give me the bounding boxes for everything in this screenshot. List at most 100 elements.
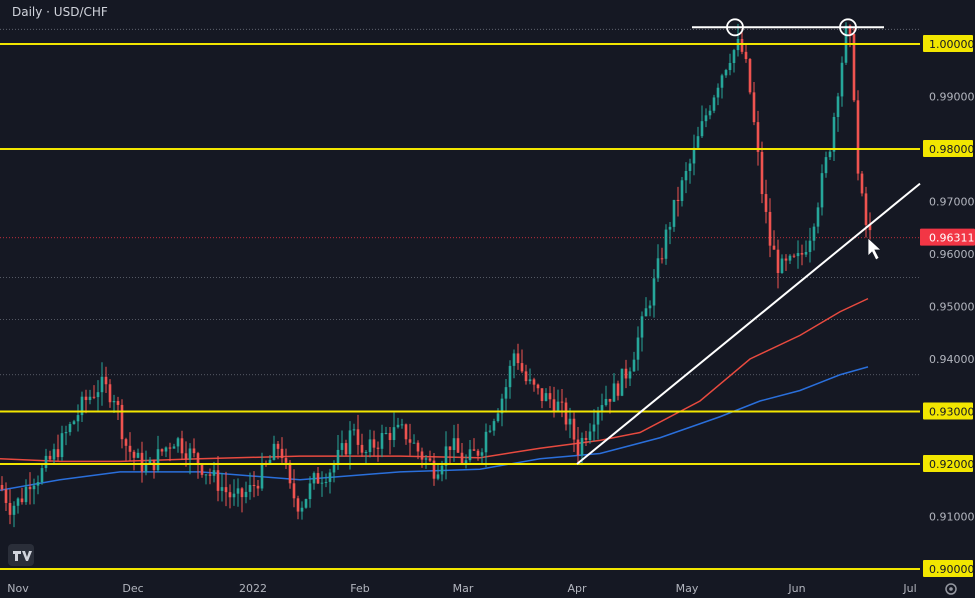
- candle-body: [116, 401, 120, 405]
- level-price-tag: [923, 455, 973, 472]
- y-tick-label: 0.94000: [929, 353, 975, 366]
- chart-title: Daily · USD/CHF: [12, 5, 108, 19]
- candle-body: [336, 449, 340, 464]
- horizontal-levels: [0, 43, 920, 570]
- candle-body: [212, 470, 216, 476]
- candle-body: [180, 438, 184, 454]
- candle-body: [504, 387, 508, 399]
- candle-body: [652, 278, 656, 306]
- candle-body: [520, 363, 524, 372]
- candle-body: [580, 437, 584, 456]
- candle-body: [216, 470, 220, 491]
- candle-body: [524, 371, 528, 382]
- candle-body: [168, 447, 172, 449]
- candle-body: [12, 505, 16, 515]
- candle-body: [820, 173, 824, 208]
- candle-body: [120, 404, 124, 440]
- candle-body: [404, 424, 408, 440]
- candle-body: [56, 449, 60, 458]
- annotations: [576, 18, 921, 465]
- y-tick-label: 0.92000: [929, 458, 975, 471]
- support-trendline: [576, 182, 921, 465]
- candle-body: [372, 439, 376, 448]
- candle-body: [488, 430, 492, 432]
- candle-body: [644, 308, 648, 317]
- candle-body: [356, 429, 360, 445]
- candle-body: [236, 488, 240, 494]
- tradingview-logo: [8, 544, 34, 566]
- y-tick-label: 0.96000: [929, 248, 975, 261]
- candle-body: [84, 396, 88, 401]
- candle-body: [408, 439, 412, 443]
- candle-body: [804, 251, 808, 255]
- candle-body: [728, 63, 732, 71]
- candle-body: [384, 432, 388, 434]
- candle-body: [772, 245, 776, 250]
- candle-body: [344, 443, 348, 455]
- candle-body: [568, 418, 572, 425]
- candle-body: [240, 488, 244, 498]
- candle-body: [196, 453, 200, 465]
- x-tick-label: Jun: [787, 582, 805, 595]
- candle-body: [756, 122, 760, 152]
- candle-body: [88, 396, 92, 401]
- candle-body: [324, 481, 328, 483]
- y-tick-label: 0.91000: [929, 511, 975, 524]
- candle-body: [572, 418, 576, 440]
- moving-averages: [0, 297, 869, 491]
- candle-body: [332, 463, 336, 473]
- candle-body: [824, 157, 828, 174]
- x-tick-label: Jul: [902, 582, 916, 595]
- candle-body: [712, 97, 716, 111]
- candle-body: [816, 207, 820, 227]
- candle-body: [640, 316, 644, 338]
- candle-body: [636, 337, 640, 360]
- candle-body: [248, 484, 252, 492]
- candle-body: [664, 229, 668, 259]
- candle-body: [108, 384, 112, 403]
- y-tick-label: 0.97000: [929, 196, 975, 209]
- candle-body: [624, 368, 628, 379]
- candle-body: [380, 432, 384, 449]
- candle-body: [272, 443, 276, 460]
- marked-high-circle: [726, 18, 744, 37]
- candle-body: [172, 446, 176, 449]
- candle-body: [360, 444, 364, 453]
- candle-body: [164, 447, 168, 452]
- y-tick-label: 0.93000: [929, 406, 975, 419]
- candle-body: [96, 392, 100, 398]
- level-price-tag: [923, 402, 973, 420]
- x-tick-label: Mar: [453, 582, 474, 595]
- cursor-arrow-icon: [867, 237, 883, 261]
- candle-body: [668, 226, 672, 230]
- candle-body: [348, 430, 352, 455]
- candle-body: [468, 449, 472, 461]
- candle-body: [620, 368, 624, 396]
- candle-body: [340, 443, 344, 450]
- candle-body: [496, 413, 500, 422]
- candle-body: [104, 376, 108, 385]
- candle-body: [4, 489, 8, 503]
- candle-body: [76, 415, 80, 422]
- candle-body: [860, 173, 864, 194]
- candle-body: [304, 499, 308, 508]
- candle-body: [16, 498, 20, 506]
- time-axis: Nov Dec 2022 Feb Mar Apr May Jun Jul: [7, 582, 916, 595]
- settings-icon[interactable]: [945, 583, 957, 595]
- candle-body: [444, 446, 448, 466]
- ma-red-line: [0, 297, 869, 463]
- price-axis: 1.00000 0.99000 0.98000 0.97000 0.96000 0.950…: [920, 35, 975, 577]
- candle-body: [428, 458, 432, 461]
- candle-body: [720, 75, 724, 88]
- candle-body: [800, 253, 804, 255]
- candle-body: [752, 92, 756, 123]
- candle-body: [808, 240, 812, 252]
- candle-body: [376, 447, 380, 449]
- x-tick-label: Feb: [350, 582, 369, 595]
- candle-body: [708, 110, 712, 116]
- candle-body: [540, 388, 544, 401]
- candle-body: [328, 472, 332, 482]
- candle-body: [848, 25, 852, 35]
- candle-body: [556, 401, 560, 411]
